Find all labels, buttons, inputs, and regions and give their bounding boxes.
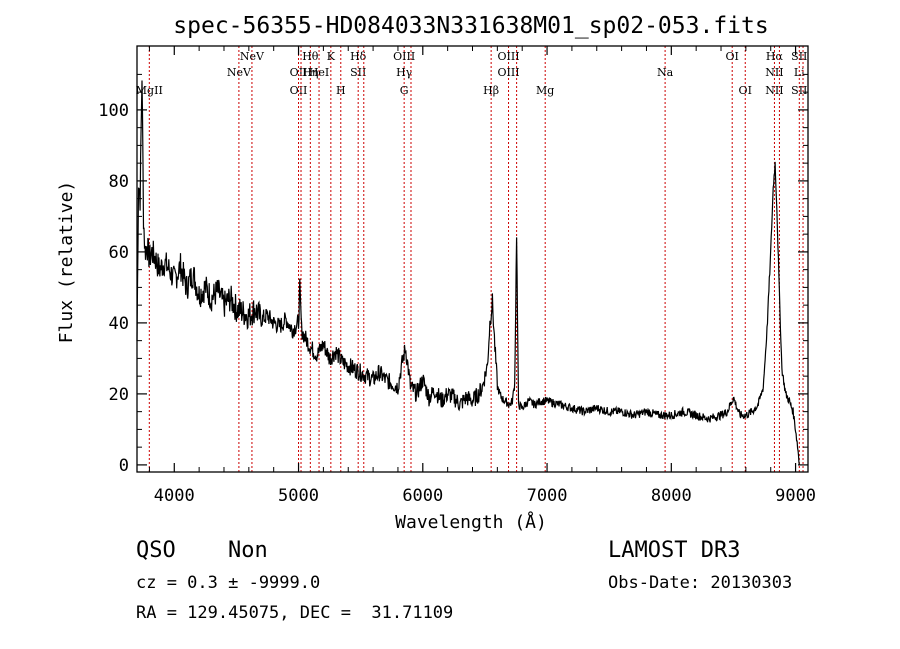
- ra-dec-value: RA = 129.45075, DEC = 31.71109: [136, 603, 454, 623]
- class-label: QSO: [136, 538, 176, 563]
- x-tick-label: 4000: [154, 486, 195, 506]
- line-label: OIII: [498, 50, 520, 63]
- y-tick-label: 20: [109, 385, 129, 405]
- plot-frame: [136, 45, 809, 473]
- line-label: NII: [765, 66, 783, 79]
- x-tick-label: 7000: [527, 486, 568, 506]
- line-label: Li: [794, 66, 805, 79]
- line-label: SII: [791, 84, 807, 97]
- line-label: MgII: [136, 84, 163, 97]
- line-label: SII: [791, 50, 807, 63]
- line-label: OI: [739, 84, 752, 97]
- y-tick-label: 100: [98, 101, 129, 121]
- line-label: HeI: [309, 66, 329, 79]
- line-label: NII: [765, 84, 783, 97]
- y-tick-label: 0: [119, 456, 129, 476]
- x-tick-label: 8000: [651, 486, 692, 506]
- y-tick-label: 80: [109, 172, 129, 192]
- line-label: Hβ: [483, 84, 499, 97]
- line-label: Hθ: [302, 50, 319, 63]
- spectrum-line: [136, 80, 800, 465]
- cz-value: cz = 0.3 ± -9999.0: [136, 573, 321, 593]
- line-label: OII: [290, 66, 308, 79]
- x-tick-label: 9000: [775, 486, 816, 506]
- obs-date: Obs-Date: 20130303: [608, 573, 793, 593]
- x-tick-label: 5000: [278, 486, 319, 506]
- line-label: OIII: [393, 50, 415, 63]
- line-label: SII: [350, 66, 366, 79]
- subclass-label: Non: [228, 538, 268, 563]
- line-label: G: [400, 84, 409, 97]
- line-label: NeV: [240, 50, 265, 63]
- y-tick-label: 60: [109, 243, 129, 263]
- x-axis-label: Wavelength (Å): [395, 511, 547, 533]
- x-tick-label: 6000: [402, 486, 443, 506]
- line-label: Hα: [766, 50, 784, 63]
- line-label: H: [336, 84, 346, 97]
- line-label: Mg: [536, 84, 554, 97]
- survey-label: LAMOST DR3: [608, 538, 741, 563]
- chart-title: spec-56355-HD084033N331638M01_sp02-053.f…: [173, 13, 768, 39]
- line-label: Hη: [302, 66, 318, 79]
- line-label: NeV: [227, 66, 252, 79]
- plot-axes: 4000 5000 6000 7000 8000 9000 0 20 40 60 80 100: [98, 45, 816, 506]
- line-label: Hγ: [396, 66, 413, 79]
- line-label: Na: [657, 66, 674, 79]
- line-label: OII: [290, 84, 308, 97]
- y-axis-label: Flux (relative): [56, 181, 77, 344]
- line-label: OIII: [498, 66, 520, 79]
- line-label: OI: [726, 50, 739, 63]
- line-label: Hδ: [350, 50, 367, 63]
- line-label: K: [327, 50, 336, 63]
- y-tick-label: 40: [109, 314, 129, 334]
